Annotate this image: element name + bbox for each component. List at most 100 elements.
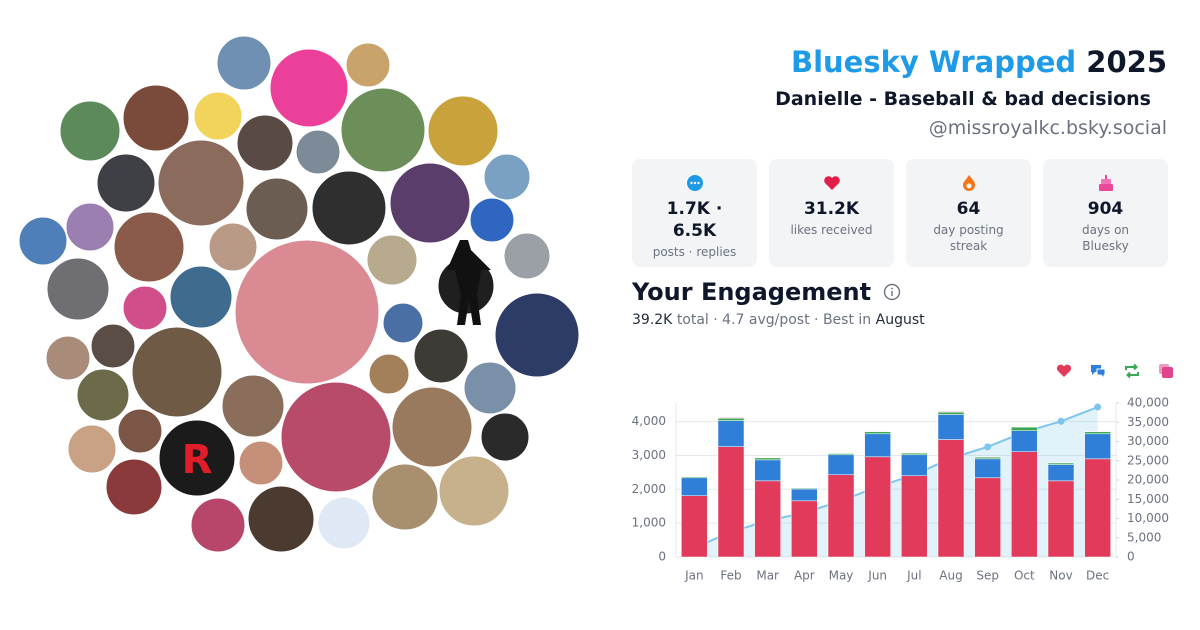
bar-segment xyxy=(717,420,745,447)
bar-segment xyxy=(1084,431,1111,435)
legend-item xyxy=(1056,364,1072,377)
legend-icon xyxy=(1125,363,1139,379)
legend-icon xyxy=(1056,364,1072,377)
bar-segment xyxy=(901,475,928,558)
header: Bluesky Wrapped 2025 Danielle - Baseball… xyxy=(775,40,1167,142)
engagement-title: Your Engagement xyxy=(632,278,872,306)
razzball-logo: R xyxy=(182,437,213,483)
x-tick-label: Oct xyxy=(1014,569,1035,583)
bar-segment xyxy=(754,459,781,482)
stat-card: 904 days on Bluesky xyxy=(1043,159,1168,267)
bar-segment xyxy=(1047,464,1075,482)
stat-label: day posting streak xyxy=(933,223,1004,253)
x-tick-label: Nov xyxy=(1049,569,1072,583)
y2-tick-label: 15,000 xyxy=(1127,492,1169,506)
stat-label: posts · replies xyxy=(652,245,737,259)
bar-segment xyxy=(1047,462,1075,465)
silhouette xyxy=(447,240,491,325)
y-tick-label: 3,000 xyxy=(632,448,666,462)
legend-item xyxy=(1125,363,1139,379)
bar-segment xyxy=(681,495,708,558)
bar-segment xyxy=(754,480,781,558)
bar-segment xyxy=(1047,480,1075,558)
bar-segment xyxy=(937,414,965,440)
x-tick-label: Feb xyxy=(720,569,741,583)
stat-card: 1.7K · 6.5K posts · replies xyxy=(632,159,757,267)
bar-segment xyxy=(791,500,818,558)
x-tick-label: Jun xyxy=(867,569,887,583)
y2-tick-label: 25,000 xyxy=(1127,453,1169,467)
bar-segment xyxy=(974,458,1001,479)
legend-icon xyxy=(1091,365,1101,375)
line-point xyxy=(1094,403,1102,411)
y2-tick-label: 20,000 xyxy=(1127,473,1169,487)
bar-segment xyxy=(827,474,855,558)
x-tick-label: May xyxy=(829,569,854,583)
best-month: August xyxy=(875,312,925,328)
stat-card: 64 day posting streak xyxy=(906,159,1031,267)
y-tick-label: 4,000 xyxy=(632,414,666,428)
bar-segment xyxy=(717,417,745,421)
line-point xyxy=(1057,417,1065,425)
bar-segment xyxy=(974,456,1001,460)
stat-icon xyxy=(686,175,703,191)
stat-value: 1.7K · 6.5K xyxy=(666,199,723,241)
bar-segment xyxy=(937,411,965,415)
y2-tick-label: 40,000 xyxy=(1127,396,1169,410)
bar-segment xyxy=(937,411,965,413)
y-tick-label: 1,000 xyxy=(632,516,666,530)
x-tick-label: Mar xyxy=(756,569,779,583)
bar-segment xyxy=(1011,430,1038,452)
bar-segment xyxy=(864,456,891,558)
legend-icon xyxy=(1096,368,1106,380)
avatar-cluster: R xyxy=(18,35,580,553)
title: Bluesky Wrapped 2025 xyxy=(775,40,1167,84)
handle: @missroyalkc.bsky.social xyxy=(928,117,1167,139)
bar-segment xyxy=(754,457,781,461)
summary-text: total · 4.7 avg/post · Best in xyxy=(676,312,872,328)
bar-segment xyxy=(864,431,891,435)
y2-tick-label: 10,000 xyxy=(1127,511,1169,525)
brand: Bluesky Wrapped xyxy=(790,45,1077,79)
legend-item xyxy=(1159,364,1173,378)
x-tick-label: Dec xyxy=(1086,569,1109,583)
line-point xyxy=(984,443,992,451)
stat-value: 904 xyxy=(1087,199,1124,219)
engagement-summary: 39.2K total · 4.7 avg/post · Best in Aug… xyxy=(632,312,925,328)
profile-name: Danielle - Baseball & bad decisions xyxy=(775,88,1151,110)
x-tick-label: Aug xyxy=(939,569,962,583)
bar-segment xyxy=(791,488,818,502)
bar-segment xyxy=(974,477,1001,558)
y2-tick-label: 5,000 xyxy=(1127,530,1161,544)
info-icon[interactable] xyxy=(882,282,902,302)
bar-segment xyxy=(1084,458,1111,558)
stat-icon xyxy=(823,176,840,190)
x-tick-label: Apr xyxy=(794,569,815,583)
bar-segment xyxy=(717,417,745,419)
x-tick-label: Sep xyxy=(976,569,999,583)
avatars xyxy=(18,35,580,553)
stat-icon xyxy=(1098,175,1113,191)
total: 39.2K xyxy=(632,312,673,328)
stat-label: likes received xyxy=(790,223,873,237)
bar-segment xyxy=(937,439,965,558)
stat-card: 31.2K likes received xyxy=(769,159,894,267)
bar-segment xyxy=(1084,433,1111,460)
bar-segment xyxy=(1011,426,1038,432)
legend-item xyxy=(1091,365,1106,380)
y2-tick-label: 35,000 xyxy=(1127,415,1169,429)
y-tick-label: 0 xyxy=(658,550,666,564)
year: 2025 xyxy=(1086,45,1167,79)
y2-tick-label: 30,000 xyxy=(1127,434,1169,448)
bar-segment xyxy=(1011,451,1038,558)
x-tick-label: Jul xyxy=(906,569,921,583)
engagement-header: Your Engagement 39.2K total · 4.7 avg/po… xyxy=(632,276,925,328)
stat-value: 64 xyxy=(956,199,981,219)
x-tick-label: Jan xyxy=(684,569,704,583)
bar-segment xyxy=(864,433,891,458)
stat-icon xyxy=(962,175,975,191)
bar-segment xyxy=(901,452,928,456)
y-tick-label: 2,000 xyxy=(632,482,666,496)
